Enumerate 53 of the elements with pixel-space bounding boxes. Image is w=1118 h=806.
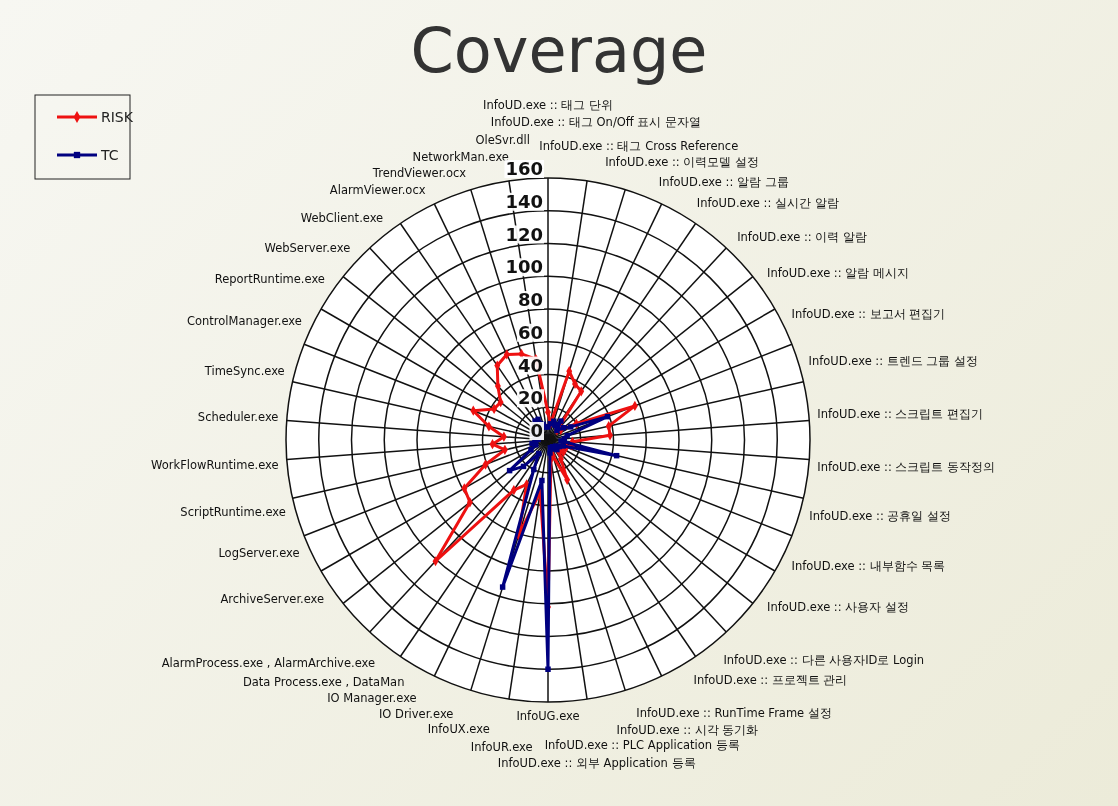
- spoke-label: InfoUD.exe :: 다른 사용자ID로 Login: [723, 652, 925, 667]
- spoke-label: LogServer.exe: [218, 546, 300, 561]
- spoke-label: InfoUD.exe :: 이력모델 설정: [605, 154, 759, 169]
- spoke-label: InfoUD.exe :: 보고서 편집기: [791, 307, 946, 322]
- spoke-label: InfoUD.exe :: 스크립트 편집기: [817, 406, 984, 421]
- spoke-label: InfoUD.exe :: 스크립트 동작정의: [817, 459, 996, 474]
- spoke-label: ArchiveServer.exe: [220, 592, 325, 607]
- spoke-label: InfoUD.exe :: 이력 알람: [737, 230, 867, 245]
- y-tick-label: 120: [505, 223, 543, 245]
- spoke-label: InfoUD.exe :: 실시간 알람: [696, 196, 839, 211]
- y-tick-label: 60: [517, 321, 543, 343]
- spoke-label: InfoUD.exe :: RunTime Frame 설정: [636, 705, 832, 720]
- y-tick-label: 20: [517, 387, 543, 409]
- spoke-label: AlarmProcess.exe , AlarmArchive.exe: [161, 656, 376, 670]
- spoke-label: InfoUD.exe :: 외부 Application 등록: [497, 755, 696, 770]
- y-tick-label: 80: [517, 289, 543, 310]
- spoke-label: InfoUD.exe :: 내부함수 목록: [791, 558, 946, 573]
- spoke-label: InfoUD.exe :: PLC Application 등록: [544, 738, 740, 753]
- spoke-label: WebServer.exe: [264, 241, 351, 256]
- y-tick-label: 40: [517, 354, 543, 376]
- spoke-label: TrendViewer.ocx: [371, 166, 467, 181]
- spoke-label: InfoUD.exe :: 태그 On/Off 표시 문자열: [490, 115, 702, 130]
- spoke-label: InfoUD.exe :: 태그 단위: [483, 97, 613, 112]
- spoke-label: ControlManager.exe: [186, 313, 302, 328]
- legend-label: TC: [100, 147, 119, 163]
- spoke-label: WorkFlowRuntime.exe: [151, 457, 279, 472]
- spoke-label: InfoUD.exe :: 트렌드 그룹 설정: [808, 354, 979, 369]
- spoke-label: InfoUD.exe :: 공휴일 설정: [809, 508, 952, 523]
- y-tick-label: 100: [505, 256, 543, 278]
- spoke-label: IO Driver.exe: [378, 706, 454, 721]
- spoke-label: InfoUD.exe :: 알람 그룹: [658, 175, 789, 190]
- spoke-label: WebClient.exe: [300, 210, 384, 225]
- spoke-label: Data Process.exe , DataMan: [242, 674, 405, 689]
- spoke-label: InfoUX.exe: [427, 722, 490, 737]
- spoke-label: InfoUG.exe: [516, 708, 580, 723]
- spoke-label: ReportRuntime.exe: [214, 272, 325, 287]
- spoke-label: InfoUD.exe :: 사용자 설정: [767, 600, 909, 615]
- y-tick-label: 0: [530, 420, 543, 441]
- spoke-label: IO Manager.exe: [327, 691, 417, 706]
- spoke-label: InfoUD.exe :: 알람 메시지: [767, 265, 909, 280]
- spoke-label: ScriptRuntime.exe: [180, 504, 286, 519]
- legend-label: RISK: [101, 109, 134, 125]
- spoke-label: InfoUD.exe :: 시각 동기화: [616, 722, 759, 737]
- y-tick-label: 160: [505, 158, 543, 179]
- spoke-label: Scheduler.exe: [197, 409, 279, 424]
- spoke-label: InfoUD.exe :: 프로젝트 관리: [693, 672, 848, 687]
- y-tick-label: 140: [505, 190, 543, 212]
- spoke-label: OleSvr.dll: [475, 132, 530, 147]
- spoke-label: InfoUD.exe :: 태그 Cross Reference: [539, 138, 739, 153]
- spoke-label: InfoUR.exe: [470, 739, 533, 754]
- spoke-label: TimeSync.exe: [203, 363, 285, 378]
- chart-title: Coverage: [410, 14, 708, 87]
- spoke-label: AlarmViewer.ocx: [329, 183, 426, 198]
